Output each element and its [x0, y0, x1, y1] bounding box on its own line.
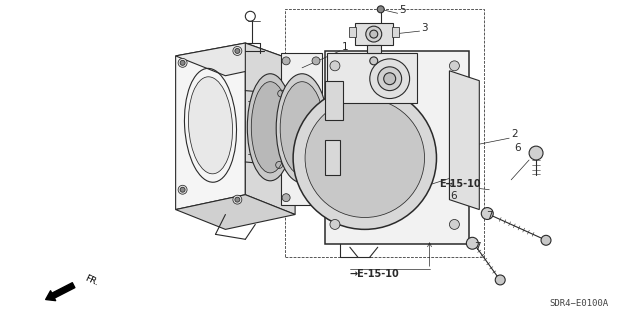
Text: E-15-10: E-15-10 — [440, 179, 481, 189]
Polygon shape — [245, 43, 295, 214]
Text: →E-15-10: →E-15-10 — [350, 269, 399, 279]
Text: 1: 1 — [342, 42, 349, 52]
Circle shape — [180, 60, 185, 65]
Text: 6: 6 — [451, 191, 457, 201]
Circle shape — [312, 57, 320, 65]
Ellipse shape — [247, 74, 293, 181]
Circle shape — [180, 187, 185, 192]
Circle shape — [541, 235, 551, 245]
Circle shape — [312, 194, 320, 202]
Circle shape — [366, 26, 381, 42]
Text: 7: 7 — [486, 211, 493, 221]
Ellipse shape — [276, 74, 328, 183]
Circle shape — [378, 67, 402, 91]
Bar — [392, 27, 399, 37]
Polygon shape — [449, 71, 479, 210]
Text: 2: 2 — [511, 129, 518, 139]
Polygon shape — [175, 195, 295, 229]
Circle shape — [370, 30, 378, 38]
Text: 6: 6 — [514, 143, 521, 153]
Circle shape — [384, 73, 396, 85]
Circle shape — [330, 219, 340, 229]
Bar — [349, 27, 356, 37]
Bar — [325, 140, 340, 175]
Text: 7: 7 — [474, 242, 481, 252]
Circle shape — [495, 275, 505, 285]
Circle shape — [330, 61, 340, 71]
Bar — [327, 53, 417, 102]
Circle shape — [305, 99, 424, 218]
Polygon shape — [175, 43, 245, 210]
Circle shape — [235, 48, 240, 53]
Circle shape — [233, 47, 242, 56]
Circle shape — [233, 195, 242, 204]
Circle shape — [282, 194, 290, 202]
Circle shape — [481, 208, 493, 219]
Circle shape — [449, 219, 460, 229]
Polygon shape — [175, 43, 295, 76]
Text: SDR4−E0100A: SDR4−E0100A — [549, 299, 609, 308]
Polygon shape — [281, 53, 322, 204]
Circle shape — [467, 237, 478, 249]
Text: 4: 4 — [410, 61, 416, 71]
Bar — [367, 45, 381, 53]
Circle shape — [235, 197, 240, 202]
Ellipse shape — [188, 77, 232, 174]
Ellipse shape — [252, 82, 289, 173]
Bar — [355, 23, 393, 45]
FancyArrowPatch shape — [45, 283, 75, 300]
Circle shape — [377, 6, 384, 13]
Bar — [285, 9, 484, 257]
Circle shape — [370, 57, 378, 65]
Circle shape — [178, 185, 187, 194]
Text: 3: 3 — [422, 23, 428, 33]
Ellipse shape — [280, 82, 324, 175]
Bar — [325, 81, 343, 120]
Circle shape — [178, 58, 187, 67]
Circle shape — [370, 59, 410, 99]
Bar — [325, 51, 469, 244]
Circle shape — [293, 87, 436, 229]
Circle shape — [529, 146, 543, 160]
Circle shape — [282, 57, 290, 65]
Text: FR.: FR. — [83, 274, 99, 288]
Text: 5: 5 — [399, 5, 406, 15]
Circle shape — [449, 61, 460, 71]
